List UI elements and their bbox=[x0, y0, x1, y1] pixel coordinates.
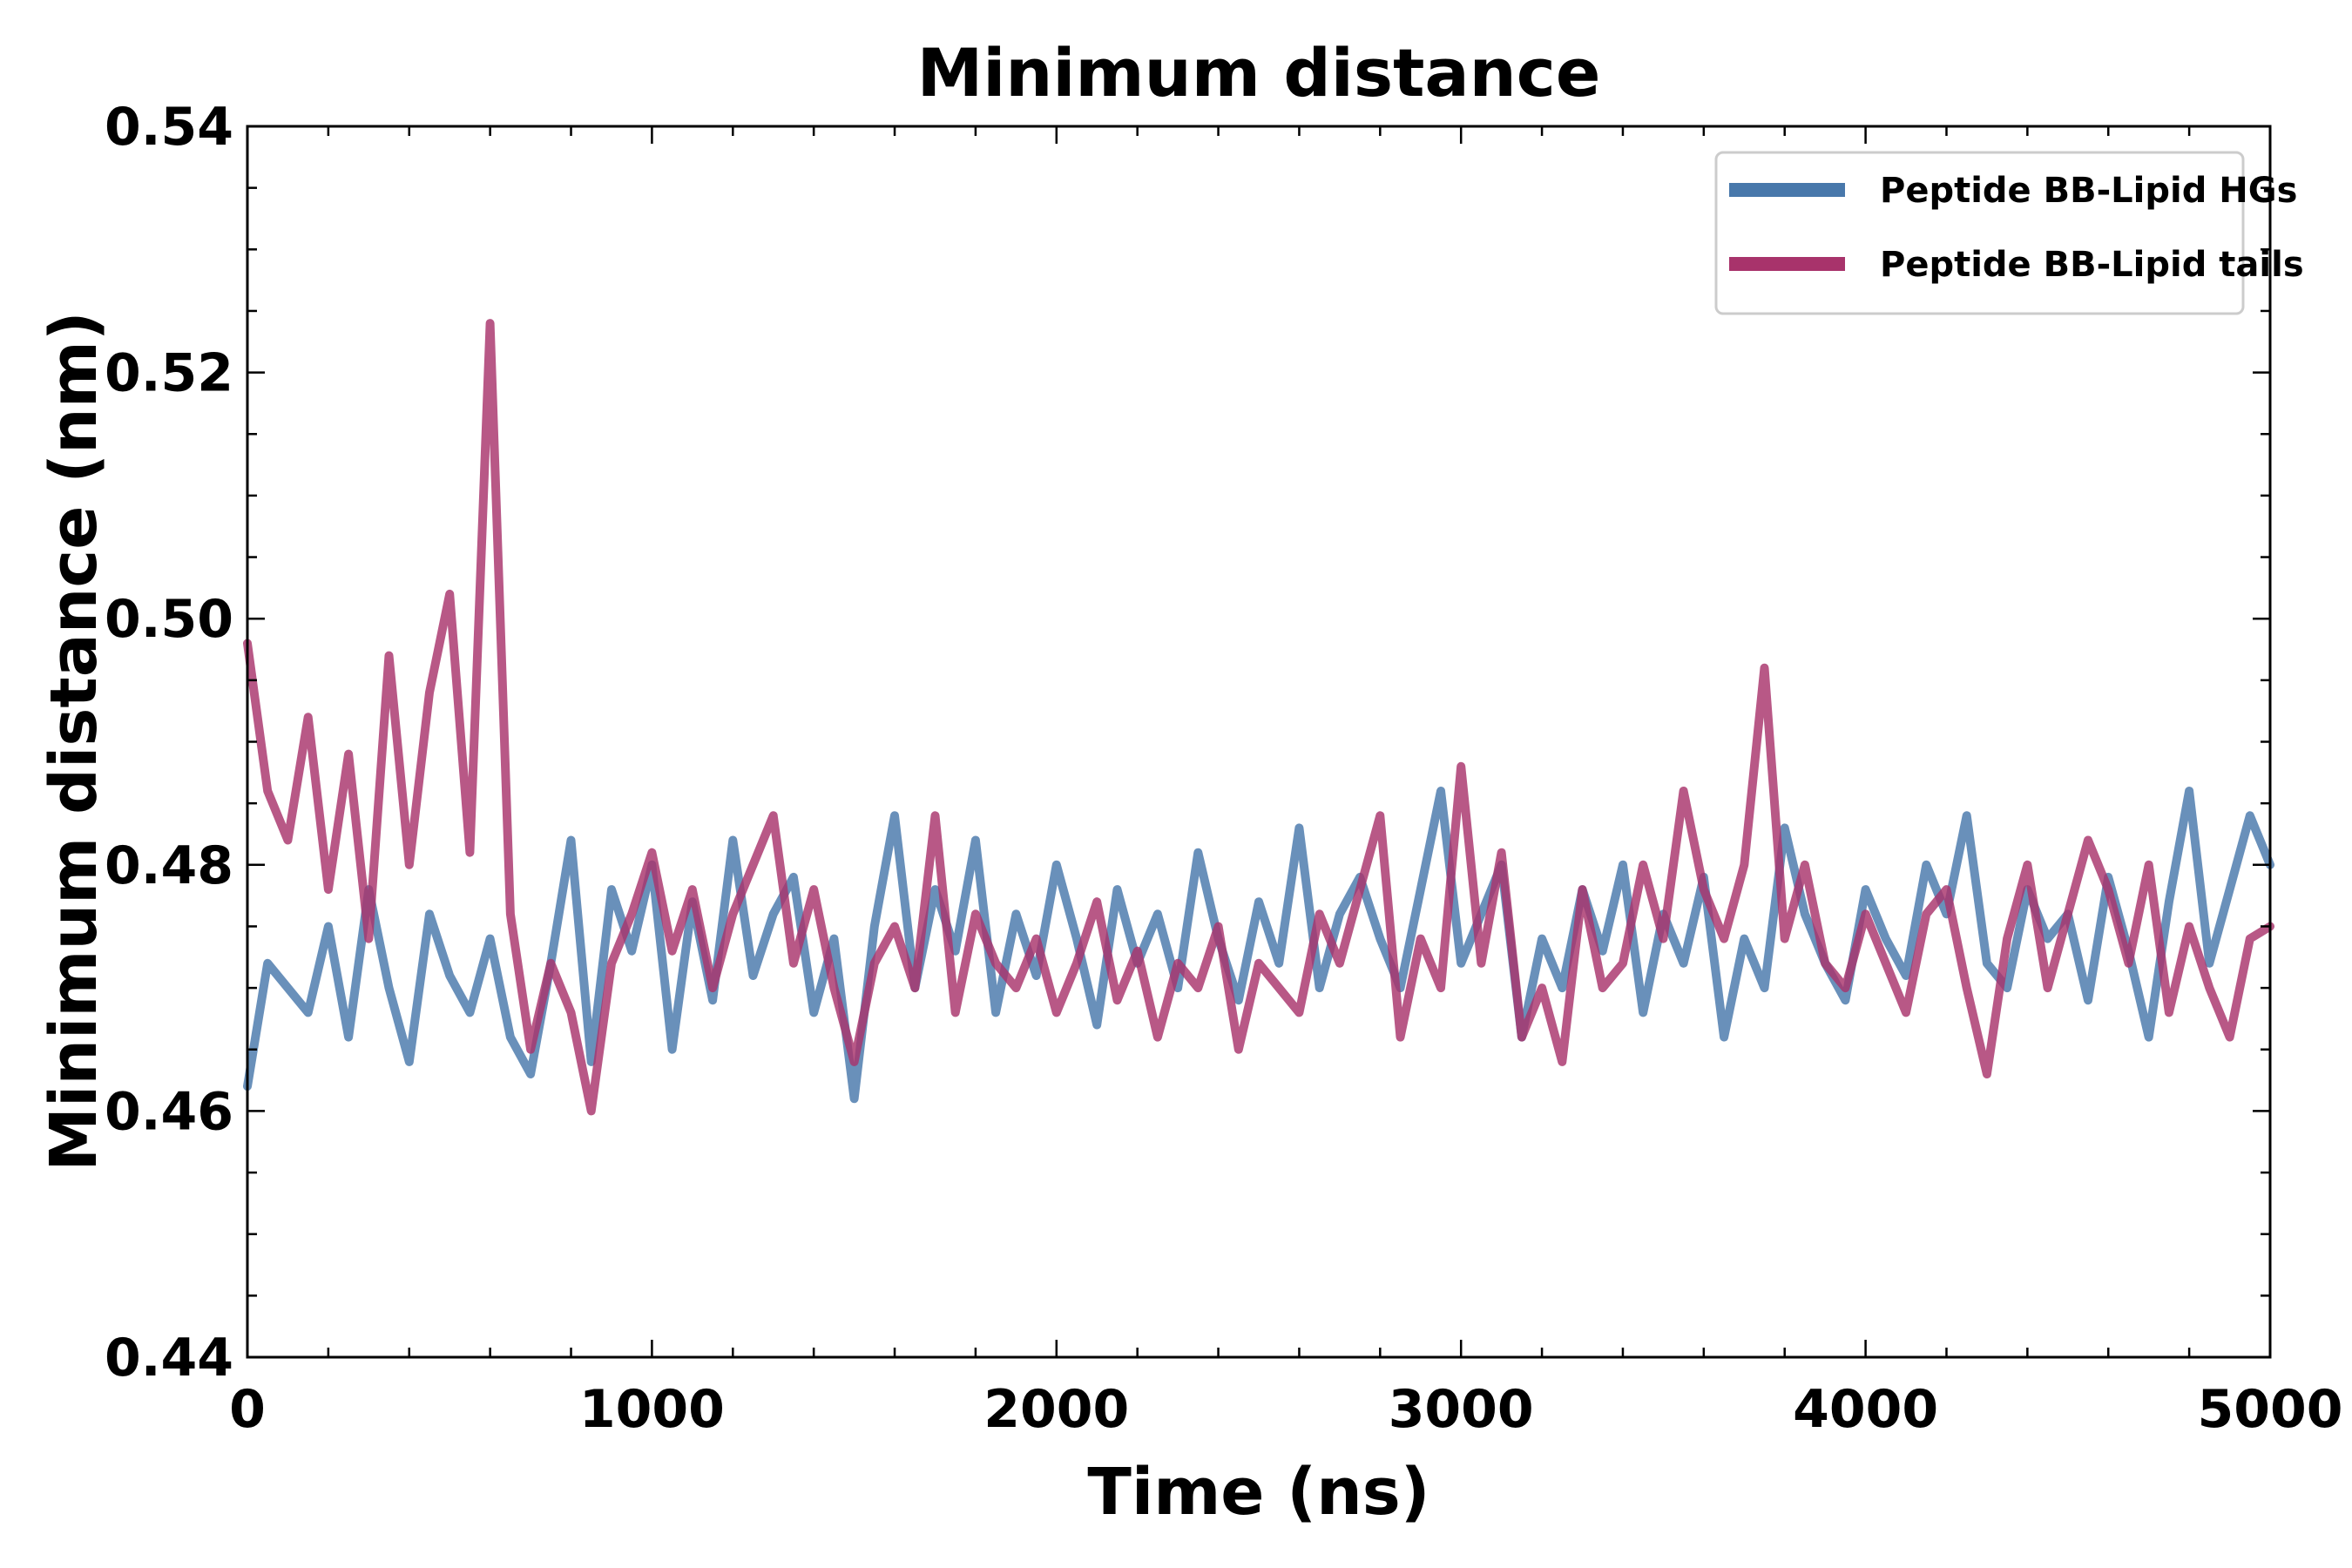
plot-frame bbox=[246, 125, 2272, 1359]
series-line-1 bbox=[243, 319, 2274, 1116]
x-tick-label: 1000 bbox=[579, 1379, 725, 1440]
legend: Peptide BB-Lipid HGs Peptide BB-Lipid ta… bbox=[1714, 151, 2304, 315]
x-tick-label: 5000 bbox=[2198, 1379, 2343, 1440]
y-tick-label: 0.54 bbox=[105, 97, 233, 158]
y-tick-label: 0.50 bbox=[105, 589, 233, 650]
x-tick-labels: 0 1000 2000 3000 4000 5000 bbox=[229, 1379, 2342, 1440]
x-tick-label: 4000 bbox=[1793, 1379, 1938, 1440]
series-line-0 bbox=[243, 787, 2274, 1104]
x-tick-label: 0 bbox=[229, 1379, 266, 1440]
legend-frame bbox=[1714, 151, 2245, 315]
y-tick-label: 0.44 bbox=[105, 1328, 233, 1389]
chart-title: Minimum distance bbox=[917, 34, 1601, 112]
legend-label-tails: Peptide BB-Lipid tails bbox=[1880, 245, 2304, 285]
y-tick-label: 0.48 bbox=[105, 835, 233, 896]
series-lines bbox=[243, 319, 2274, 1116]
x-tick-label: 3000 bbox=[1389, 1379, 1534, 1440]
x-axis-label: Time (ns) bbox=[1087, 1455, 1429, 1530]
legend-label-hgs: Peptide BB-Lipid HGs bbox=[1880, 171, 2297, 211]
y-axis-label: Minimum distance (nm) bbox=[37, 311, 112, 1171]
y-tick-labels: 0.44 0.46 0.48 0.50 0.52 0.54 bbox=[105, 97, 233, 1389]
y-tick-label: 0.52 bbox=[105, 343, 233, 404]
x-tick-label: 2000 bbox=[983, 1379, 1129, 1440]
y-tick-label: 0.46 bbox=[105, 1081, 233, 1142]
